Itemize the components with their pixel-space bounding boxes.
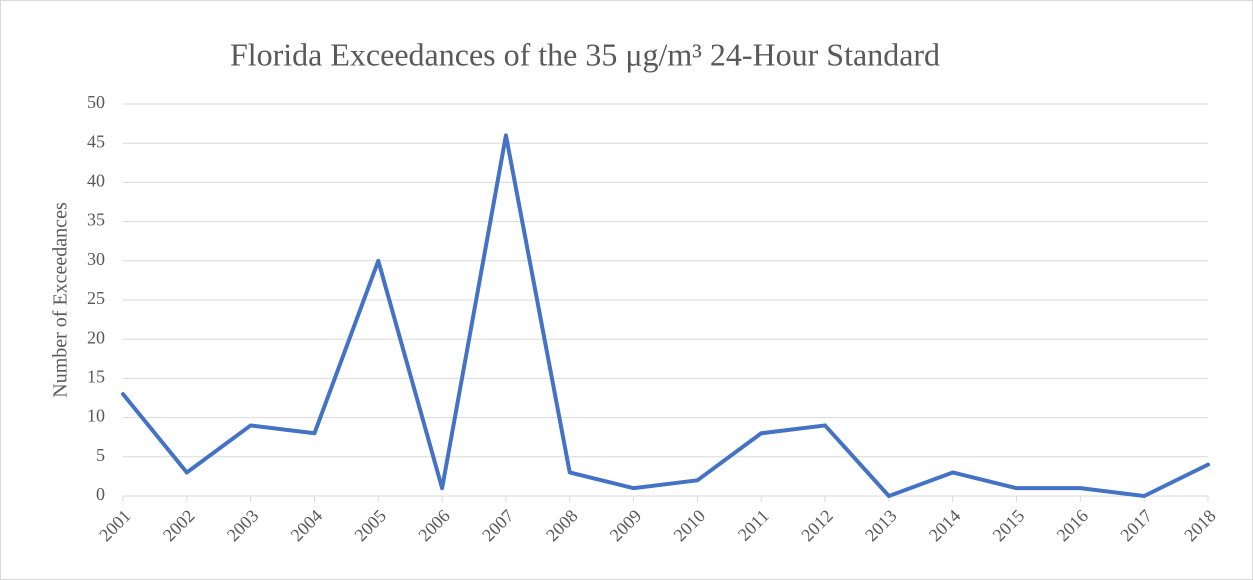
y-tick-label: 10 <box>87 406 105 426</box>
y-tick-label: 15 <box>87 367 105 387</box>
data-line <box>121 133 1210 498</box>
y-tick-label: 45 <box>87 131 105 151</box>
y-tick-label: 35 <box>87 210 105 230</box>
y-tick-label: 25 <box>87 288 105 308</box>
y-tick-label: 50 <box>87 92 105 112</box>
y-tick-label: 20 <box>87 327 105 347</box>
y-axis-label: Number of Exceedances <box>50 202 72 398</box>
chart-title: Florida Exceedances of the 35 μg/m³ 24-H… <box>230 36 940 72</box>
y-tick-label: 40 <box>87 171 105 191</box>
y-tick-label: 30 <box>87 249 105 269</box>
y-tick-label: 5 <box>96 445 105 465</box>
y-tick-label: 0 <box>96 484 105 504</box>
